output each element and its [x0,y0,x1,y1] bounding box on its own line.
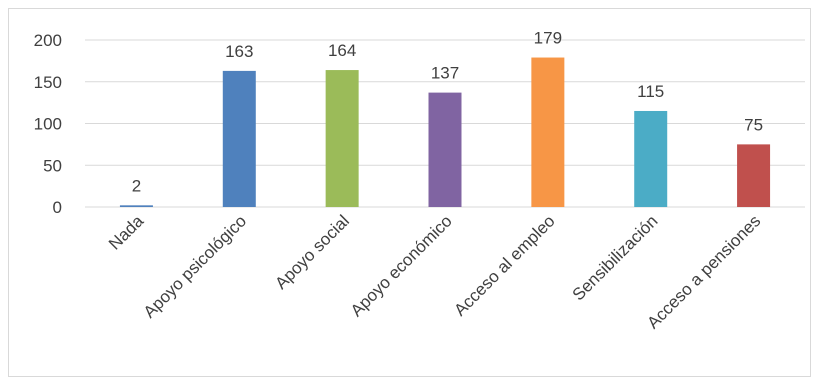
data-label: 75 [744,115,763,134]
data-labels: 2 163 164 137 179 115 75 [132,29,763,196]
bars [119,57,771,208]
bar [737,144,771,207]
bar [222,70,256,208]
x-category-label: Sensibilización [569,211,662,304]
bar [428,92,462,207]
data-label: 164 [328,41,356,60]
data-label: 115 [637,82,664,101]
y-tick-label: 0 [53,198,62,217]
y-tick-label: 150 [34,73,62,92]
bar [325,70,359,207]
x-category-label: Apoyo social [271,211,353,293]
x-category-label: Nada [105,211,148,254]
y-axis-ticks: 0 50 100 150 200 [34,31,62,217]
x-category-label: Apoyo psicológico [140,211,250,321]
x-category-label: Acceso al empleo [450,211,558,319]
y-tick-label: 50 [43,156,62,175]
data-label: 163 [225,42,253,61]
x-category-label: Apoyo económico [347,211,456,320]
bar [531,57,565,207]
y-tick-label: 100 [34,115,62,134]
bar [119,205,153,207]
chart-frame [8,8,811,377]
data-label: 2 [132,176,141,195]
x-category-label: Acceso a pensiones [643,211,764,332]
bar [634,110,668,207]
data-label: 137 [431,64,459,83]
data-label: 179 [534,29,562,48]
y-tick-label: 200 [34,31,62,50]
